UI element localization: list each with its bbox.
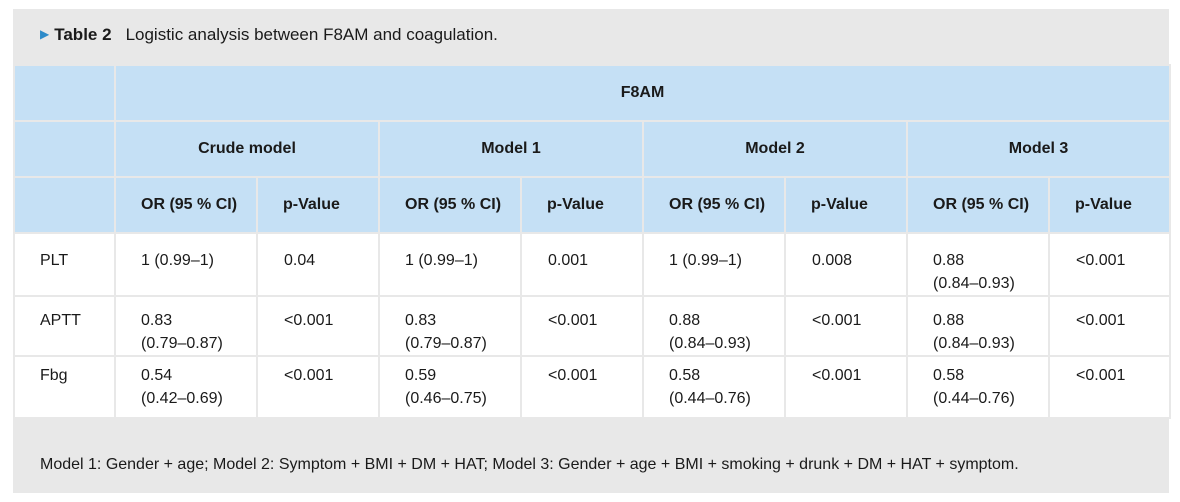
- or-cell: 1 (0.99–1): [378, 232, 522, 297]
- or-cell: 1 (0.99–1): [114, 232, 258, 297]
- p-cell: <0.001: [1047, 355, 1172, 419]
- p-cell: <0.001: [1047, 295, 1172, 357]
- corner-cell: [13, 64, 116, 122]
- row-label: Fbg: [13, 355, 116, 419]
- group-header: F8AM: [113, 64, 1172, 122]
- or-header: OR (95 % CI): [642, 176, 786, 234]
- p-cell: <0.001: [256, 295, 380, 357]
- or-cell: 0.88 (0.84–0.93): [642, 295, 786, 357]
- or-cell: 0.59 (0.46–0.75): [378, 355, 522, 419]
- row-label: APTT: [13, 295, 116, 357]
- or-cell: 0.54 (0.42–0.69): [114, 355, 258, 419]
- table-label: Table 2: [54, 24, 112, 44]
- p-header: p-Value: [520, 176, 644, 234]
- corner-cell: [13, 120, 116, 178]
- or-cell: 0.83 (0.79–0.87): [378, 295, 522, 357]
- p-cell: <0.001: [256, 355, 380, 419]
- p-cell: 0.04: [256, 232, 380, 297]
- table-row: PLT 1 (0.99–1) 0.04 1 (0.99–1) 0.001 1 (…: [13, 232, 1172, 297]
- p-header: p-Value: [1047, 176, 1172, 234]
- table-caption: ▶ Table 2 Logistic analysis between F8AM…: [13, 9, 1169, 60]
- table-frame: ▶ Table 2 Logistic analysis between F8AM…: [13, 9, 1172, 493]
- logistic-table: F8AM Crude model Model 1 Model 2 Model 3…: [13, 64, 1172, 419]
- table-footnote: Model 1: Gender + age; Model 2: Symptom …: [40, 455, 1019, 473]
- p-cell: <0.001: [520, 295, 644, 357]
- model-header: Model 3: [905, 120, 1172, 178]
- table-row: Fbg 0.54 (0.42–0.69) <0.001 0.59 (0.46–0.7…: [13, 355, 1172, 419]
- or-cell: 0.88 (0.84–0.93): [906, 232, 1050, 297]
- triangle-right-icon: ▶: [40, 26, 50, 41]
- or-header: OR (95 % CI): [906, 176, 1050, 234]
- model-header: Model 1: [378, 120, 644, 178]
- or-cell: 0.83 (0.79–0.87): [114, 295, 258, 357]
- p-cell: <0.001: [784, 355, 908, 419]
- or-header: OR (95 % CI): [114, 176, 258, 234]
- p-cell: 0.001: [520, 232, 644, 297]
- model-header: Crude model: [114, 120, 380, 178]
- p-header: p-Value: [256, 176, 380, 234]
- or-cell: 0.88 (0.84–0.93): [906, 295, 1050, 357]
- p-cell: <0.001: [784, 295, 908, 357]
- p-cell: <0.001: [1047, 232, 1172, 297]
- or-cell: 0.58 (0.44–0.76): [642, 355, 786, 419]
- model-header: Model 2: [642, 120, 908, 178]
- p-cell: 0.008: [784, 232, 908, 297]
- or-cell: 0.58 (0.44–0.76): [906, 355, 1050, 419]
- or-header: OR (95 % CI): [378, 176, 522, 234]
- p-header: p-Value: [784, 176, 908, 234]
- p-cell: <0.001: [520, 355, 644, 419]
- row-label: PLT: [13, 232, 116, 297]
- table-row: APTT 0.83 (0.79–0.87) <0.001 0.83 (0.79–0.…: [13, 295, 1172, 357]
- or-cell: 1 (0.99–1): [642, 232, 786, 297]
- corner-cell: [13, 176, 116, 234]
- table-title: Logistic analysis between F8AM and coagu…: [125, 24, 498, 44]
